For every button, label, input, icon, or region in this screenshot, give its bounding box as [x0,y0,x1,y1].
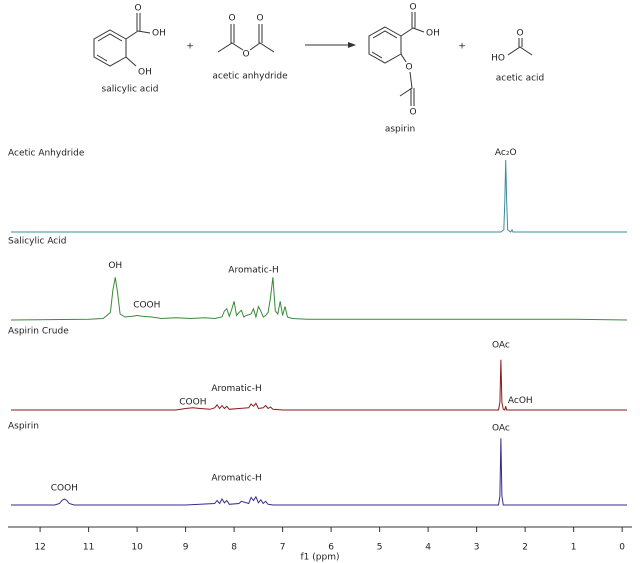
peak-annotation: Aromatic-H [211,384,261,394]
molecule-name: acetic acid [496,74,545,84]
x-tick-label: 3 [474,543,480,553]
spectrum-line [11,159,627,233]
peak-annotation: COOH [133,301,160,311]
peak-annotation: OAc [492,423,510,433]
x-tick-label: 0 [619,543,625,553]
arrow-head [348,42,356,48]
spectrum-line [11,359,627,411]
benzene-ring [93,29,127,67]
bond [399,71,413,97]
peak-annotation: COOH [179,397,206,407]
bond [412,27,425,33]
atom-label: HO [491,54,505,64]
plus-sign: + [458,42,466,52]
peak-annotation: Aromatic-H [228,265,278,275]
x-tick-label: 5 [377,543,383,553]
spectrum-label: Salicylic Acid [8,237,66,247]
bond [217,42,244,53]
bond [125,30,139,40]
spectrum-label: Acetic Anhydride [8,149,85,159]
spectrum-line [11,438,627,506]
bond [137,30,151,34]
x-tick-label: 6 [328,543,334,553]
spectrum-label: Aspirin Crude [8,327,69,337]
x-tick-label: 1 [571,543,577,553]
x-tick-label: 8 [231,543,237,553]
atom-label: O [409,3,416,13]
bond [371,51,383,59]
bond [125,56,137,67]
peak-annotation: OAc [492,340,510,350]
atom-label: OH [138,68,152,78]
x-tick-label: 2 [522,543,528,553]
atom-label: OH [426,29,440,39]
peak-annotation: Aromatic-H [211,474,261,484]
spectrum-line [10,277,628,321]
benzene-ring [368,26,402,64]
x-tick-label: 11 [83,543,94,553]
x-tick-label: 4 [425,543,431,553]
bond [400,53,407,63]
atom-label: O [228,14,235,24]
atom-label: O [405,63,412,73]
x-tick-label: 7 [280,543,286,553]
spectrum-label: Aspirin [8,422,39,432]
x-tick-label: 10 [131,543,143,553]
plus-sign: + [186,42,194,52]
peak-annotation: AcOH [508,396,533,406]
bond [249,42,275,53]
peak-annotation: OH [108,261,122,271]
bond [372,30,398,39]
atom-label: OH [152,29,166,39]
x-tick-label: 12 [34,543,45,553]
atom-label: O [409,108,416,118]
molecule-name: salicylic acid [102,85,159,95]
atom-label: O [256,14,263,24]
atom-label: O [516,29,523,39]
atom-label: O [134,4,141,14]
molecule-name: aspirin [385,125,415,135]
x-tick-label: 9 [183,543,189,553]
bond [97,33,123,42]
reaction-scheme: O OH OH salicylic acid + O O O acetic an… [93,3,545,135]
x-axis-title: f1 (ppm) [301,553,340,563]
peak-annotation: COOH [51,483,78,493]
bond [400,27,414,37]
peak-annotation: Ac₂O [495,148,517,158]
molecule-name: acetic anhydride [212,72,288,82]
bond [507,46,533,56]
bond [96,54,108,62]
atom-label: O [242,50,249,60]
